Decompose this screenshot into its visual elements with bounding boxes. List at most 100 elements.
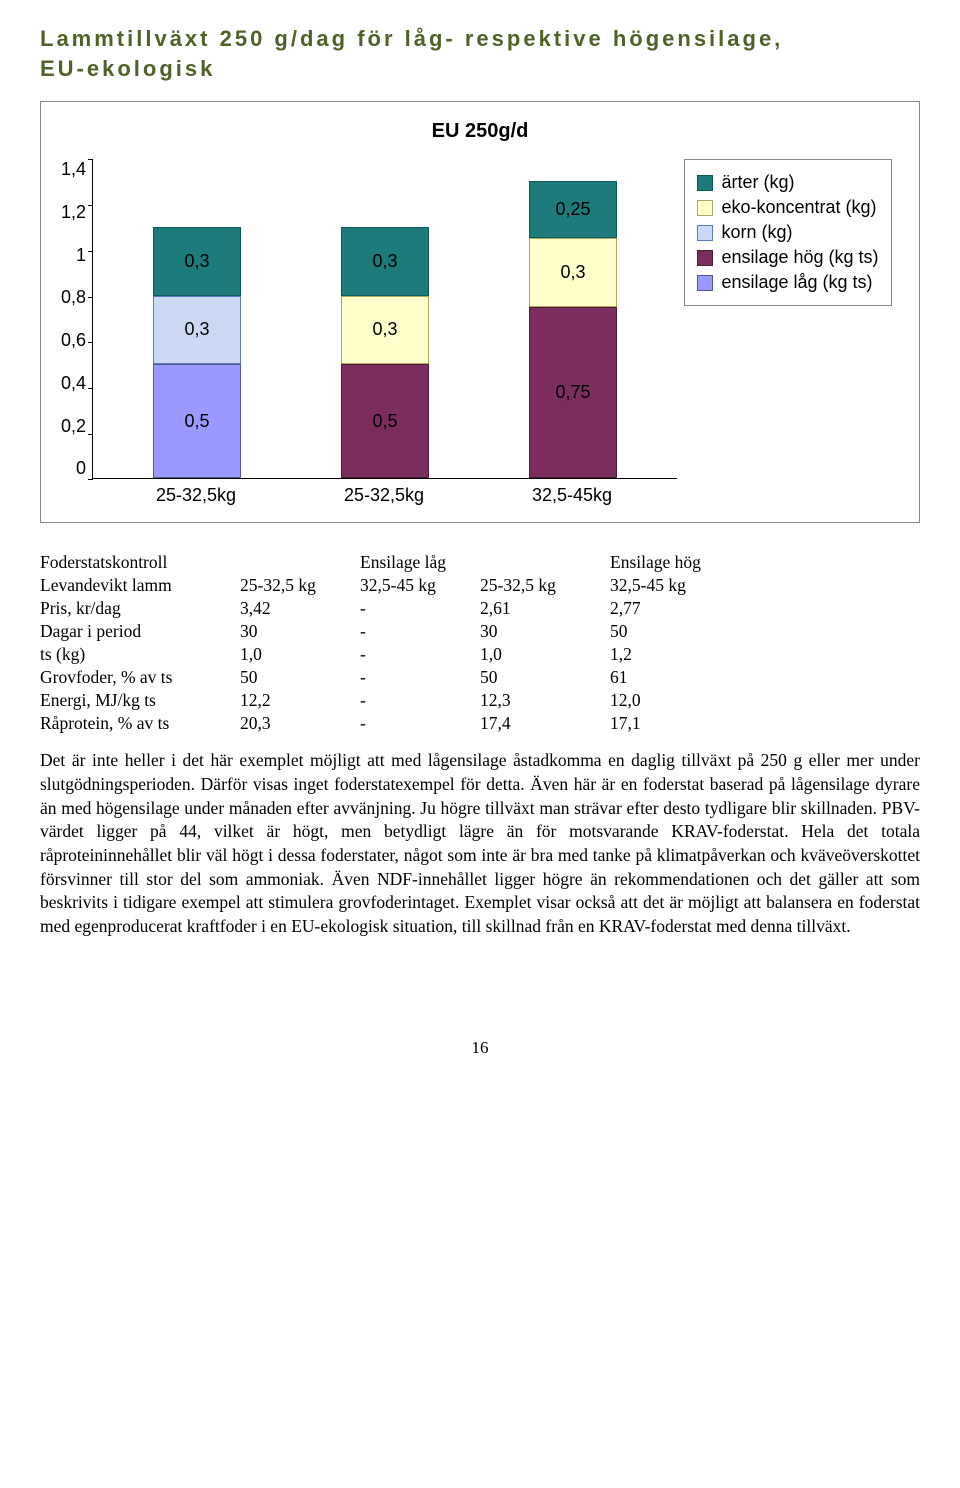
cell: 20,3 [240,712,360,735]
cell-label: Energi, MJ/kg ts [40,689,240,712]
chart-body: 1,41,210,80,60,40,20 0,30,30,50,30,30,50… [61,159,899,506]
legend-item: ärter (kg) [697,172,878,193]
legend-swatch [697,250,713,266]
title-line1: Lammtillväxt 250 g/dag för låg- respekti… [40,26,783,51]
legend-swatch [697,225,713,241]
table-row: Grovfoder, % av ts50-5061 [40,666,730,689]
bars-wrap: 0,30,30,50,30,30,50,250,30,75 25-32,5kg2… [92,159,677,506]
bar-column: 0,30,30,5 [153,227,241,478]
y-tick-mark [88,479,93,480]
table-header-row: Foderstatskontroll Ensilage låg Ensilage… [40,551,730,574]
cell-label: ts (kg) [40,643,240,666]
x-tick-label: 32,5-45kg [478,485,666,506]
cell: - [360,643,480,666]
cell: - [360,666,480,689]
cell: 30 [240,620,360,643]
bar-segment: 0,3 [153,227,241,296]
chart-legend: ärter (kg) eko-koncentrat (kg) korn (kg) en… [684,159,891,306]
bar-column: 0,30,30,5 [341,227,429,478]
table-row: Pris, kr/dag3,42-2,612,77 [40,597,730,620]
y-tick-mark [88,251,93,252]
cell: 25-32,5 kg [240,574,360,597]
legend-item: eko-koncentrat (kg) [697,197,878,218]
hdr-low-a [240,551,360,574]
cell-label: Pris, kr/dag [40,597,240,620]
cell: - [360,620,480,643]
cell: - [360,689,480,712]
table-row: ts (kg)1,0-1,01,2 [40,643,730,666]
hdr-high-c [480,551,610,574]
legend-item: ensilage hög (kg ts) [697,247,878,268]
legend-label: ensilage låg (kg ts) [721,272,872,293]
body-paragraph: Det är inte heller i det här exemplet mö… [40,749,920,938]
cell: 50 [240,666,360,689]
cell: 1,0 [480,643,610,666]
y-tick-mark [88,159,93,160]
cell-label: Dagar i period [40,620,240,643]
cell: 12,2 [240,689,360,712]
y-tick-mark [88,342,93,343]
chart-container: EU 250g/d 1,41,210,80,60,40,20 0,30,30,5… [40,101,920,523]
cell: 3,42 [240,597,360,620]
cell: - [360,712,480,735]
y-axis: 1,4 1,2 1 0,8 0,6 0,4 0,2 0 [61,159,92,479]
cell: 1,0 [240,643,360,666]
bar-segment: 0,25 [529,181,617,238]
y-tick-mark [88,434,93,435]
x-axis: 25-32,5kg25-32,5kg32,5-45kg [92,479,677,506]
y-tick-label: 0 [76,458,86,479]
hdr-high: Ensilage hög [610,551,730,574]
cell: 32,5-45 kg [610,574,730,597]
hdr-label: Foderstatskontroll [40,551,240,574]
table-row: Dagar i period30-3050 [40,620,730,643]
bar-segment: 0,5 [153,364,241,478]
y-tick-label: 0,2 [61,416,86,437]
x-tick-label: 25-32,5kg [102,485,290,506]
cell: 30 [480,620,610,643]
chart-title: EU 250g/d [61,120,899,143]
legend-label: ensilage hög (kg ts) [721,247,878,268]
cell: - [360,597,480,620]
y-tick-label: 0,8 [61,287,86,308]
cell: 17,4 [480,712,610,735]
table-row: Råprotein, % av ts20,3-17,417,1 [40,712,730,735]
x-tick-label: 25-32,5kg [290,485,478,506]
y-tick-label: 1,4 [61,159,86,180]
bar-segment: 0,3 [341,227,429,296]
legend-item: korn (kg) [697,222,878,243]
legend-label: korn (kg) [721,222,792,243]
cell: 17,1 [610,712,730,735]
y-tick-label: 1,2 [61,202,86,223]
table-row: Levandevikt lamm 25-32,5 kg 32,5-45 kg 2… [40,574,730,597]
page-title: Lammtillväxt 250 g/dag för låg- respekti… [40,24,920,83]
cell: 1,2 [610,643,730,666]
cell: 12,0 [610,689,730,712]
bar-segment: 0,5 [341,364,429,478]
legend-label: ärter (kg) [721,172,794,193]
cell-label: Levandevikt lamm [40,574,240,597]
cell: 50 [480,666,610,689]
y-tick-label: 0,4 [61,373,86,394]
y-tick-label: 1 [76,245,86,266]
cell: 25-32,5 kg [480,574,610,597]
legend-swatch [697,175,713,191]
legend-swatch [697,275,713,291]
bar-column: 0,250,30,75 [529,181,617,478]
cell: 2,61 [480,597,610,620]
legend-wrap: ärter (kg) eko-koncentrat (kg) korn (kg) en… [677,159,899,306]
cell-label: Råprotein, % av ts [40,712,240,735]
bar-segment: 0,3 [341,296,429,365]
y-tick-mark [88,297,93,298]
cell: 2,77 [610,597,730,620]
y-tick-mark [88,388,93,389]
plot-area: 1,41,210,80,60,40,20 0,30,30,50,30,30,50… [61,159,677,506]
legend-item: ensilage låg (kg ts) [697,272,878,293]
cell: 50 [610,620,730,643]
title-line2: EU-ekologisk [40,56,215,81]
y-tick-label: 0,6 [61,330,86,351]
bars-region: 0,30,30,50,30,30,50,250,30,75 [92,159,677,479]
hdr-low: Ensilage låg [360,551,480,574]
legend-swatch [697,200,713,216]
legend-label: eko-koncentrat (kg) [721,197,876,218]
table-row: Energi, MJ/kg ts12,2-12,312,0 [40,689,730,712]
